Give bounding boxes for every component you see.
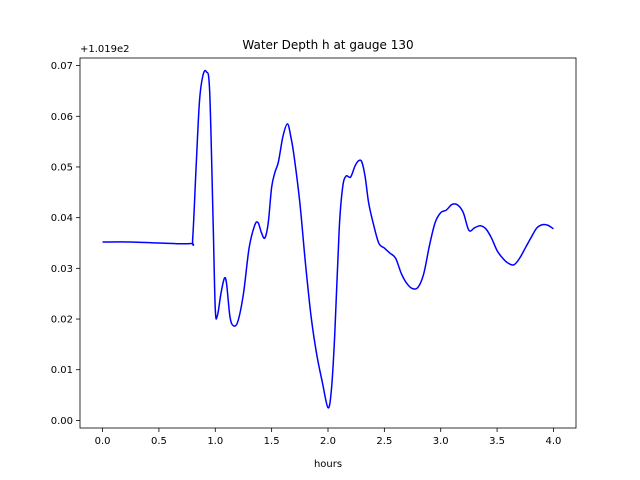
plot-frame <box>79 57 577 429</box>
y-axis: 0.00 0.01 0.02 0.03 0.04 0.05 0.06 0.07 <box>51 61 80 427</box>
plot-area <box>102 69 554 409</box>
x-tick-label: 0.5 <box>151 436 167 447</box>
x-tick-label: 0.0 <box>95 436 111 447</box>
series-line <box>102 69 554 409</box>
x-tick-label: 1.0 <box>207 436 223 447</box>
x-tick-label: 1.5 <box>264 436 280 447</box>
x-tick-label: 4.0 <box>546 436 562 447</box>
x-tick-label: 3.0 <box>433 436 449 447</box>
x-tick-label: 3.5 <box>489 436 505 447</box>
y-tick-label: 0.01 <box>51 365 73 376</box>
y-tick-label: 0.03 <box>51 264 73 275</box>
y-tick-label: 0.02 <box>51 315 73 326</box>
y-offset-label: +1.019e2 <box>80 44 130 55</box>
x-axis: 0.0 0.5 1.0 1.5 2.0 2.5 3.0 3.5 4.0 <box>95 428 562 447</box>
x-tick-label: 2.0 <box>320 436 336 447</box>
y-tick-label: 0.04 <box>51 213 73 224</box>
y-tick-label: 0.07 <box>51 61 73 72</box>
y-tick-label: 0.06 <box>51 112 73 123</box>
x-axis-label: hours <box>314 459 342 470</box>
y-tick-label: 0.00 <box>51 416 73 427</box>
y-tick-label: 0.05 <box>51 162 73 173</box>
x-tick-label: 2.5 <box>376 436 392 447</box>
chart-title: Water Depth h at gauge 130 <box>242 38 413 52</box>
